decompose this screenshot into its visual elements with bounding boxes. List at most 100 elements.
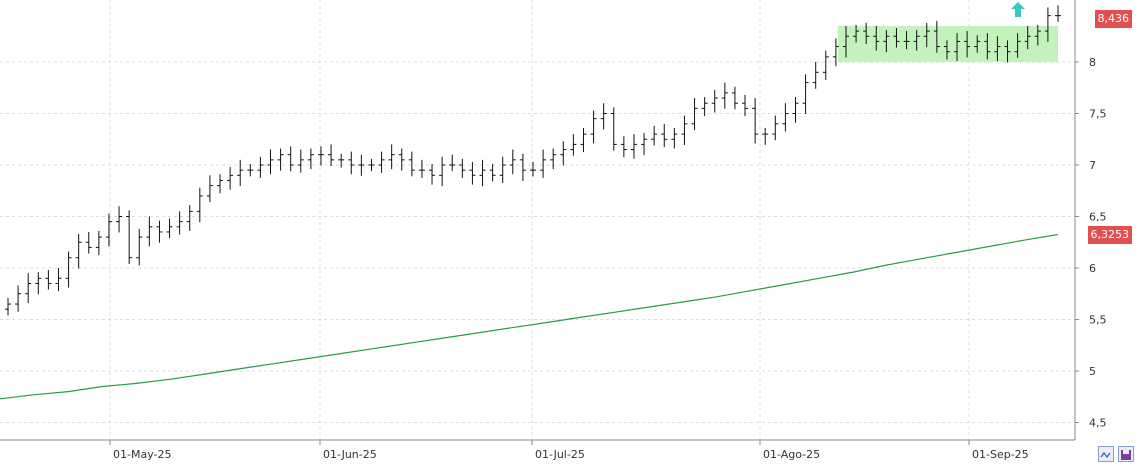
- ohlc-bar: [227, 167, 234, 190]
- date-axis: 01-May-25 01-Jun-25 01-Jul-25 01-Ago-25 01-S…: [0, 439, 1075, 461]
- ohlc-bar: [752, 98, 759, 144]
- ohlc-bar: [671, 127, 678, 149]
- ohlc-bar: [297, 149, 304, 173]
- ohlc-bar: [328, 144, 335, 167]
- ohlc-bar: [358, 154, 365, 176]
- ohlc-bar: [479, 159, 486, 187]
- ohlc-bar: [933, 20, 940, 53]
- ohlc-bar: [903, 31, 910, 50]
- price-axis: 4,5 5 5,5 6 6,5 7 7,5 8: [1074, 0, 1107, 440]
- ohlc-bar: [620, 136, 627, 158]
- ohlc-bar: [984, 33, 991, 60]
- ohlc-bar: [449, 154, 456, 172]
- ohlc-bar: [519, 153, 526, 181]
- ohlc-bar: [1024, 25, 1031, 50]
- ohlc-bar: [873, 25, 880, 51]
- ohlc-bar: [782, 103, 789, 132]
- ohlc-bar: [863, 22, 870, 44]
- ohlc-bar: [378, 151, 385, 173]
- ohlc-bar: [176, 211, 183, 235]
- ohlc-bar: [641, 133, 648, 156]
- floppy-icon: [1121, 450, 1131, 460]
- ohlc-bar: [95, 230, 102, 256]
- ohlc-bar: [237, 159, 244, 187]
- y-tick-label: 5,5: [1089, 314, 1107, 327]
- ohlc-bar: [307, 148, 314, 170]
- ohlc-bar: [812, 62, 819, 89]
- ohlc-bar: [25, 273, 32, 304]
- ohlc-bar: [1004, 40, 1011, 63]
- ohlc-bar: [832, 38, 839, 67]
- ohlc-bar: [489, 163, 496, 182]
- ohlc-bar: [742, 94, 749, 117]
- ohlc-bar: [853, 24, 860, 43]
- ohlc-bar: [762, 127, 769, 145]
- ohlc-bar: [126, 210, 133, 264]
- ohlc-bar: [721, 82, 728, 109]
- ohlc-bar: [974, 35, 981, 53]
- ohlc-bar: [550, 148, 557, 170]
- ohlc-bar: [105, 213, 112, 247]
- ohlc-bar: [560, 141, 567, 166]
- ohlc-bar: [156, 220, 163, 243]
- ohlc-bar: [85, 231, 92, 254]
- ohlc-bar: [964, 31, 971, 58]
- ohlc-bar: [459, 158, 466, 178]
- x-tick-label: 01-Jun-25: [323, 448, 377, 461]
- ohlc-bar: [267, 149, 274, 175]
- last-price-tag: 8,436: [1094, 10, 1132, 28]
- ohlc-bar: [15, 285, 22, 312]
- y-tick-label: 6,5: [1089, 211, 1107, 224]
- ohlc-bar: [277, 148, 284, 171]
- ohlc-bar: [994, 36, 1001, 61]
- ohlc-bar: [883, 30, 890, 53]
- ohlc-bar: [913, 30, 920, 51]
- ohlc-bar: [1055, 5, 1061, 22]
- ohlc-bar: [196, 187, 203, 223]
- ohlc-bar: [257, 156, 264, 178]
- ohlc-bar: [681, 115, 688, 145]
- ohlc-bar: [217, 174, 224, 194]
- ohlc-bar: [439, 156, 446, 187]
- y-tick-label: 6: [1089, 262, 1096, 275]
- ohlc-bar: [45, 270, 52, 290]
- ohlc-bar: [954, 33, 961, 61]
- ohlc-bar: [842, 25, 849, 58]
- ohlc-bar: [580, 127, 587, 153]
- ohlc-bar: [590, 110, 597, 144]
- ohlc-bar: [368, 158, 375, 172]
- ohlc-bar: [429, 163, 436, 185]
- ohlc-bar: [398, 148, 405, 171]
- ohlc-bar: [540, 149, 547, 178]
- x-tick-label: 01-Jul-25: [535, 448, 585, 461]
- ohlc-bar: [1034, 24, 1041, 46]
- y-tick-label: 8: [1089, 56, 1096, 69]
- ohlc-bar: [35, 272, 42, 295]
- x-tick-label: 01-Sep-25: [972, 448, 1029, 461]
- ohlc-bar: [287, 146, 294, 172]
- ohlc-bar: [570, 134, 577, 156]
- ohlc-bar: [772, 115, 779, 141]
- ohlc-bar: [893, 28, 900, 48]
- ohlc-bar: [408, 151, 415, 177]
- ohlc-bar: [317, 146, 324, 166]
- ohlc-bar: [418, 159, 425, 178]
- ohlc-bar: [116, 206, 123, 233]
- y-tick-label: 7,5: [1089, 108, 1107, 121]
- ohlc-bar: [55, 268, 62, 292]
- ohlc-bar: [802, 74, 809, 115]
- ohlc-bar: [206, 175, 213, 203]
- ohlc-bar: [247, 163, 254, 177]
- y-tick-label: 7: [1089, 159, 1096, 172]
- moving-average-line: [0, 233, 1059, 400]
- save-button[interactable]: [1118, 446, 1134, 462]
- chart-type-button[interactable]: [1098, 446, 1114, 462]
- ohlc-bar: [610, 107, 617, 151]
- wave-icon: [1100, 451, 1111, 459]
- up-arrow-icon: [1011, 2, 1025, 17]
- ohlc-bar: [661, 123, 668, 147]
- ohlc-bar: [5, 297, 11, 316]
- ohlc-bars: [5, 5, 1061, 316]
- ohlc-bar: [65, 251, 72, 288]
